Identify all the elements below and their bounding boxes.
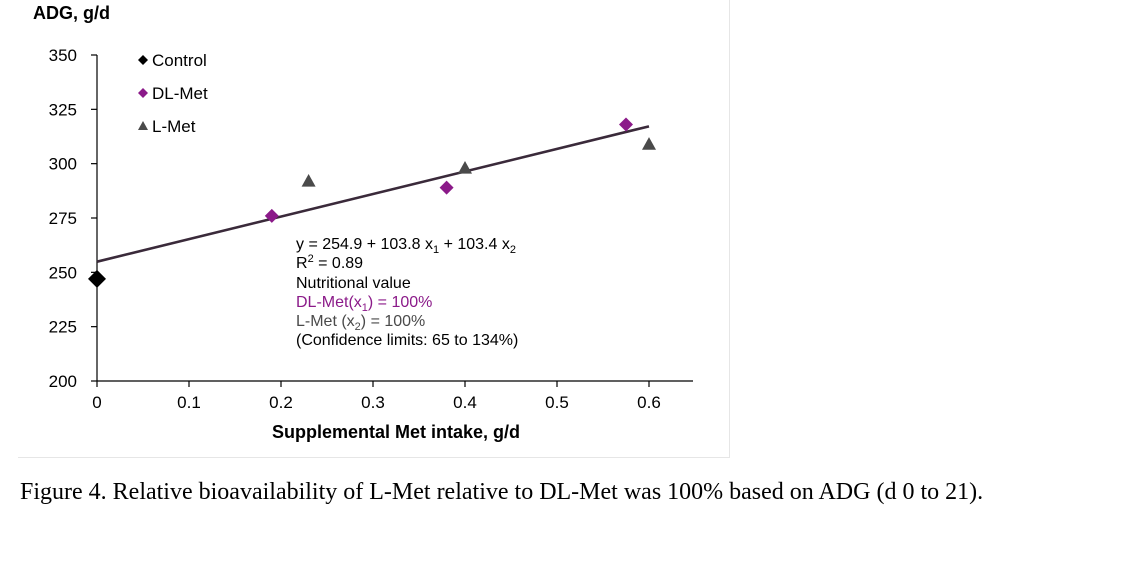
x-tick-label: 0.6 xyxy=(637,393,661,412)
dl-met-point xyxy=(619,117,633,132)
fit-line xyxy=(96,125,650,263)
y-tick-label: 300 xyxy=(49,155,77,174)
dl-met-point xyxy=(264,208,279,223)
x-tick-label: 0.3 xyxy=(361,393,385,412)
legend-l-met-marker xyxy=(138,121,148,130)
y-tick-label: 225 xyxy=(49,318,77,337)
r2-text: R2 = 0.89 xyxy=(296,253,363,272)
y-tick-label: 325 xyxy=(49,100,77,119)
x-tick-label: 0.1 xyxy=(177,393,201,412)
confidence-limits-text: (Confidence limits: 65 to 134%) xyxy=(296,332,518,349)
legend-l-met-label: L-Met xyxy=(152,117,196,136)
legend-dl-met-marker xyxy=(138,88,148,98)
l-met-point xyxy=(458,161,472,174)
l-met-point xyxy=(642,137,656,150)
control-point xyxy=(88,269,106,288)
dlmet-value-text: DL-Met(x1) = 100% xyxy=(296,294,432,314)
l-met-point xyxy=(301,174,316,187)
y-ticks: 200 225 250 275 300 325 350 xyxy=(49,46,97,391)
y-tick-label: 275 xyxy=(49,209,77,228)
y-axis-title: ADG, g/d xyxy=(33,3,110,23)
x-tick-label: 0.4 xyxy=(453,393,477,412)
x-tick-label: 0.2 xyxy=(269,393,293,412)
nutritional-value-text: Nutritional value xyxy=(296,275,411,292)
x-tick-label: 0 xyxy=(92,393,101,412)
legend-control-marker xyxy=(138,55,148,65)
dl-met-point xyxy=(439,180,454,195)
chart: ADG, g/d Supplemental Met intake, g/d 20… xyxy=(33,3,693,442)
data-markers xyxy=(88,117,656,288)
y-tick-label: 350 xyxy=(49,46,77,65)
equation-text: y = 254.9 + 103.8 x1 + 103.4 x2 xyxy=(296,236,516,256)
y-tick-label: 200 xyxy=(49,372,77,391)
regression-annotation: y = 254.9 + 103.8 x1 + 103.4 x2 R2 = 0.8… xyxy=(296,236,518,349)
chart-frame xyxy=(18,0,730,458)
legend: Control DL-Met L-Met xyxy=(138,51,208,136)
x-ticks: 0 0.1 0.2 0.3 0.4 0.5 0.6 xyxy=(92,381,661,412)
y-tick-label: 250 xyxy=(49,263,77,282)
legend-control-label: Control xyxy=(152,51,207,70)
x-axis-title: Supplemental Met intake, g/d xyxy=(272,422,520,442)
lmet-value-text: L-Met (x2) = 100% xyxy=(296,313,425,333)
x-tick-label: 0.5 xyxy=(545,393,569,412)
legend-dl-met-label: DL-Met xyxy=(152,84,208,103)
figure-caption: Figure 4. Relative bioavailability of L-… xyxy=(20,479,984,505)
